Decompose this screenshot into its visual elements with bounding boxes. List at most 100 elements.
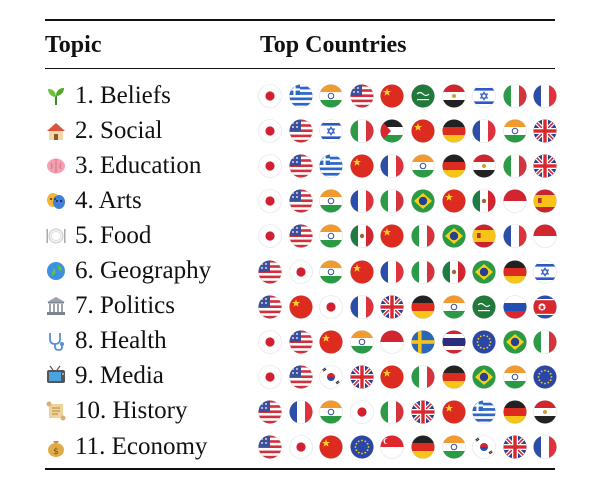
italy-flag-icon — [502, 154, 527, 178]
france-flag-icon — [472, 119, 496, 143]
table-row: 2. Social — [45, 113, 558, 148]
top-rule — [45, 19, 555, 21]
mexico-flag-icon — [472, 189, 496, 214]
sweden-flag-icon — [411, 329, 435, 354]
topic-cell: $11. Economy — [45, 429, 207, 464]
india-flag-icon — [411, 154, 435, 178]
topic-cell: 4. Arts — [45, 183, 142, 218]
china-flag-icon — [319, 329, 343, 354]
spain-flag-icon — [472, 224, 496, 249]
indonesia-flag-icon — [380, 329, 405, 354]
singapore-flag-icon — [380, 435, 405, 459]
topic-cell: 3. Education — [45, 148, 201, 183]
television-icon — [47, 365, 65, 384]
france-flag-icon — [380, 259, 405, 284]
egypt-flag-icon — [533, 400, 558, 424]
bottom-rule — [45, 468, 555, 470]
france-flag-icon — [533, 84, 558, 108]
plate-icon — [46, 228, 66, 244]
italy-flag-icon — [502, 84, 527, 108]
mexico-flag-icon — [441, 259, 466, 284]
greece-flag-icon — [319, 154, 343, 178]
italy-flag-icon — [533, 329, 558, 354]
scroll-icon — [46, 401, 66, 421]
uk-flag-icon — [411, 400, 435, 424]
top-countries-header: Top Countries — [260, 32, 407, 58]
japan-flag-icon — [288, 435, 313, 459]
topic-label: 4. Arts — [75, 186, 142, 214]
usa-flag-icon — [288, 189, 313, 214]
brazil-flag-icon — [411, 189, 435, 214]
table-row: 9. Media — [45, 359, 558, 394]
north-korea-flag-icon — [533, 294, 558, 319]
money-bag-icon: $ — [48, 440, 64, 457]
india-flag-icon — [319, 189, 343, 214]
russia-flag-icon — [502, 294, 527, 319]
eu-flag-icon — [533, 364, 558, 389]
indonesia-flag-icon — [502, 189, 527, 214]
brazil-flag-icon — [472, 259, 496, 284]
svg-text:$: $ — [53, 447, 59, 457]
table-row: 8. Health — [45, 324, 558, 359]
brazil-flag-icon — [502, 329, 527, 354]
brazil-flag-icon — [441, 224, 466, 249]
table-row: 6. Geography — [45, 254, 558, 289]
seedling-icon — [48, 87, 64, 105]
topic-cell: 10. History — [45, 394, 188, 429]
japan-flag-icon — [258, 189, 282, 214]
saudi-arabia-flag-icon — [411, 84, 435, 108]
germany-flag-icon — [441, 154, 466, 178]
topic-label: 6. Geography — [75, 257, 212, 284]
india-flag-icon — [319, 259, 343, 284]
usa-flag-icon — [288, 154, 313, 178]
india-flag-icon — [502, 119, 527, 143]
japan-flag-icon — [258, 84, 282, 108]
topic-cell: 9. Media — [45, 359, 164, 394]
france-flag-icon — [502, 224, 527, 249]
usa-flag-icon — [258, 294, 282, 319]
brazil-flag-icon — [472, 364, 496, 389]
india-flag-icon — [349, 329, 374, 354]
topic-label: 7. Politics — [75, 292, 176, 320]
china-flag-icon — [319, 435, 343, 459]
topic-cell: 2. Social — [45, 113, 163, 148]
uk-flag-icon — [502, 435, 527, 459]
italy-flag-icon — [380, 189, 405, 214]
topic-cell: 5. Food — [45, 218, 151, 253]
india-flag-icon — [319, 400, 343, 424]
topic-cell: 1. Beliefs — [45, 78, 171, 113]
italy-flag-icon — [349, 119, 374, 143]
topic-label: 1. Beliefs — [75, 81, 171, 109]
japan-flag-icon — [319, 294, 343, 319]
japan-flag-icon — [258, 119, 282, 143]
topic-label: 8. Health — [75, 327, 167, 355]
house-icon — [47, 122, 65, 140]
usa-flag-icon — [288, 329, 313, 354]
table-row: 7. Politics — [45, 289, 558, 324]
topic-label: 3. Education — [75, 151, 202, 179]
china-flag-icon — [441, 400, 466, 424]
germany-flag-icon — [411, 435, 435, 459]
france-flag-icon — [349, 189, 374, 214]
theater-masks-icon — [47, 192, 65, 209]
italy-flag-icon — [411, 364, 435, 389]
israel-flag-icon — [472, 84, 496, 108]
stethoscope-icon — [49, 333, 64, 352]
egypt-flag-icon — [472, 154, 496, 178]
india-flag-icon — [441, 435, 466, 459]
france-flag-icon — [380, 154, 405, 178]
japan-flag-icon — [258, 154, 282, 178]
brain-icon — [47, 158, 65, 174]
spain-flag-icon — [533, 189, 558, 214]
china-flag-icon — [380, 84, 405, 108]
japan-flag-icon — [258, 224, 282, 249]
japan-flag-icon — [288, 259, 313, 284]
china-flag-icon — [349, 154, 374, 178]
italy-flag-icon — [411, 224, 435, 249]
germany-flag-icon — [411, 294, 435, 319]
table-row: 1. Beliefs — [45, 78, 558, 113]
india-flag-icon — [502, 364, 527, 389]
greece-flag-icon — [472, 400, 496, 424]
germany-flag-icon — [441, 119, 466, 143]
topic-label: 5. Food — [75, 221, 152, 249]
